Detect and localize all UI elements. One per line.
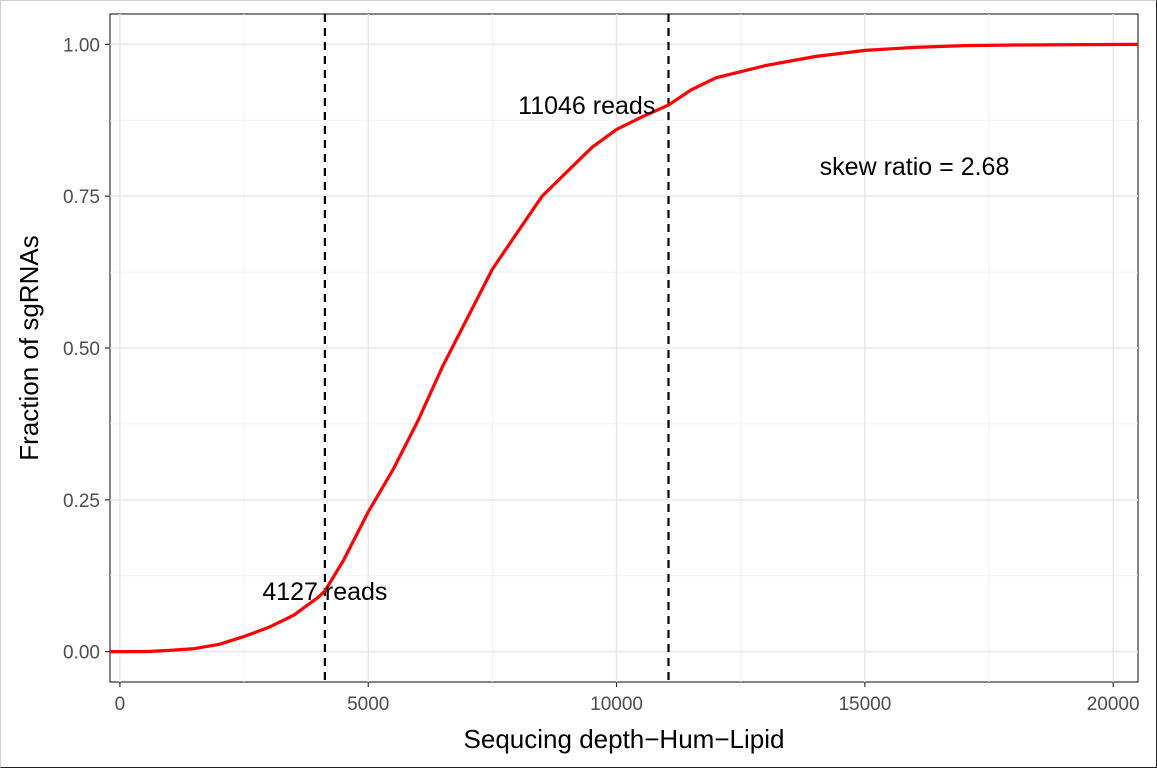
x-tick-label: 5000 [347,694,389,715]
x-tick-label: 0 [115,694,126,715]
grid [110,14,1138,682]
x-tick-label: 20000 [1087,694,1140,715]
annotation-label: 11046 reads [518,92,655,120]
y-tick-label: 0.75 [63,187,100,208]
ecdf-line [110,42,1139,654]
axis-ticks: 0 5000 10000 15000 20000 0.00 0.25 0.50 0.75 1.00 [63,35,1140,715]
x-axis-title: Sequcing depth−Hum−Lipid [464,724,785,754]
y-tick-label: 1.00 [63,35,100,56]
y-tick-label: 0.00 [63,643,100,664]
x-tick-label: 10000 [590,694,643,715]
y-tick-label: 0.25 [63,491,100,512]
y-tick-label: 0.50 [63,339,100,360]
annotation-label: skew ratio = 2.68 [820,153,1010,181]
y-axis-title: Fraction of sgRNAs [14,235,44,460]
x-tick-label: 15000 [838,694,891,715]
annotation-label: 4127 reads [262,578,387,606]
annotations: 4127 reads 11046 reads skew ratio = 2.68 [262,92,1009,606]
